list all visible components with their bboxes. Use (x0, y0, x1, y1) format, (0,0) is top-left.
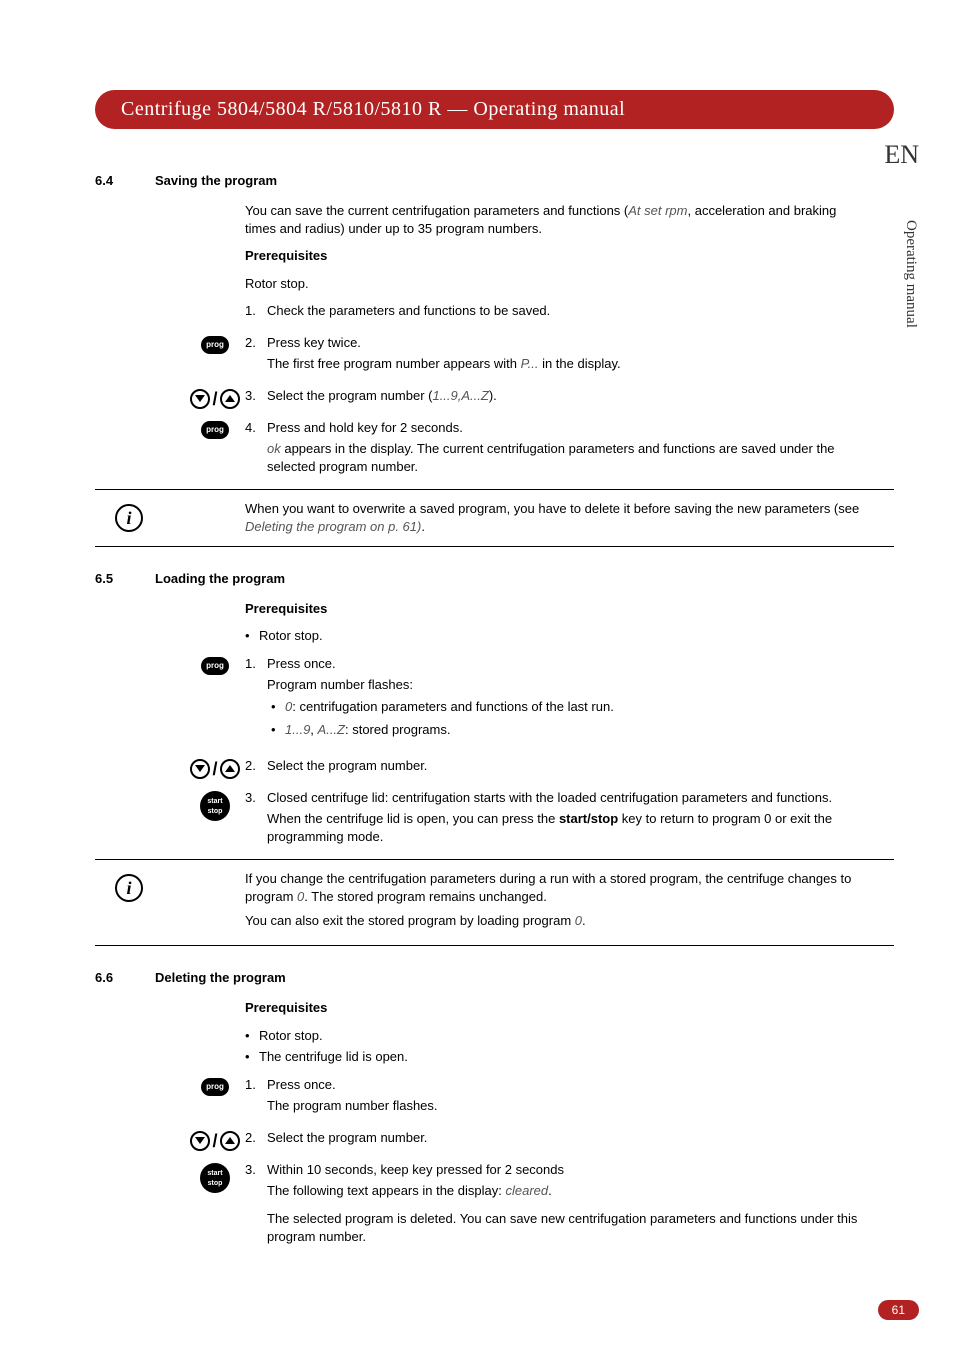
prerequisites-list: Rotor stop. (245, 627, 864, 645)
step-icon-empty (185, 302, 245, 304)
info-text: When you want to overwrite a saved progr… (245, 500, 894, 535)
arrow-down-icon (190, 759, 210, 779)
step-text: Select the program number. (267, 757, 864, 775)
page-number: 61 (878, 1300, 919, 1320)
step-outro: The selected program is deleted. You can… (267, 1210, 864, 1245)
info-icon: i (115, 504, 143, 532)
prog-key-icon: prog (201, 421, 229, 439)
step-text: Select the program number. (267, 1129, 864, 1147)
arrow-up-icon (220, 389, 240, 409)
language-code: EN (884, 140, 919, 170)
info-note: i If you change the centrifugation param… (95, 859, 894, 946)
section-heading: 6.4 Saving the program (95, 173, 894, 188)
step-text: Press and hold key for 2 seconds. (267, 419, 864, 437)
step-number: 3. (245, 1161, 267, 1179)
prerequisites-label: Prerequisites (245, 247, 864, 265)
step-text: Within 10 seconds, keep key pressed for … (267, 1161, 864, 1179)
step-number: 2. (245, 334, 267, 352)
step-row: / 2.Select the program number. (185, 1129, 864, 1151)
step-text: Press key twice. (267, 334, 864, 352)
arrow-up-icon (220, 1131, 240, 1151)
arrow-keys-icon: / (190, 389, 239, 409)
info-text: If you change the centrifugation paramet… (245, 870, 894, 935)
list-item: 1...9, A...Z: stored programs. (285, 721, 864, 739)
step-row: 1.Check the parameters and functions to … (185, 302, 864, 324)
arrow-up-icon (220, 759, 240, 779)
step-number: 3. (245, 387, 267, 405)
list-item: 0: centrifugation parameters and functio… (285, 698, 864, 716)
arrow-keys-icon: / (190, 1131, 239, 1151)
arrow-keys-icon: / (190, 759, 239, 779)
step-subtext: The following text appears in the displa… (267, 1182, 864, 1200)
side-label: Operating manual (902, 220, 919, 328)
section-number: 6.4 (95, 173, 155, 188)
list-item: Rotor stop. (259, 1027, 864, 1045)
start-stop-key-icon: startstop (200, 1163, 230, 1193)
step-text: Press once. (267, 1076, 864, 1094)
step-subtext: When the centrifuge lid is open, you can… (267, 810, 864, 845)
step-row: prog 4.Press and hold key for 2 seconds.… (185, 419, 864, 480)
step-number: 1. (245, 302, 267, 320)
step-number: 1. (245, 655, 267, 673)
step-subtext: ok appears in the display. The current c… (267, 440, 864, 475)
step-text: Select the program number (1...9,A...Z). (267, 387, 864, 405)
step-subtext: Program number flashes: (267, 676, 864, 694)
section-title: Saving the program (155, 173, 277, 188)
info-icon: i (115, 874, 143, 902)
step-text: Closed centrifuge lid: centrifugation st… (267, 789, 864, 807)
prerequisites-label: Prerequisites (245, 999, 864, 1017)
step-row: startstop 3.Closed centrifuge lid: centr… (185, 789, 864, 850)
start-stop-key-icon: startstop (200, 791, 230, 821)
list-item: Rotor stop. (259, 627, 864, 645)
step-row: prog 1.Press once. Program number flashe… (185, 655, 864, 747)
prerequisite-text: Rotor stop. (245, 275, 864, 293)
step-number: 2. (245, 757, 267, 775)
arrow-down-icon (190, 1131, 210, 1151)
section-intro: You can save the current centrifugation … (245, 202, 864, 292)
prerequisites-list: Rotor stop. The centrifuge lid is open. (245, 1027, 864, 1066)
step-subtext: The first free program number appears wi… (267, 355, 864, 373)
step-row: prog 1.Press once. The program number fl… (185, 1076, 864, 1119)
section-prereq: Prerequisites Rotor stop. (245, 600, 864, 645)
step-number: 3. (245, 789, 267, 807)
section-prereq: Prerequisites Rotor stop. The centrifuge… (245, 999, 864, 1066)
step-number: 1. (245, 1076, 267, 1094)
prog-key-icon: prog (201, 336, 229, 354)
list-item: The centrifuge lid is open. (259, 1048, 864, 1066)
steps-list: 1.Check the parameters and functions to … (245, 302, 864, 479)
section-heading: 6.5 Loading the program (95, 571, 894, 586)
info-note: i When you want to overwrite a saved pro… (95, 489, 894, 546)
section-title: Loading the program (155, 571, 285, 586)
prog-key-icon: prog (201, 1078, 229, 1096)
step-row: prog 2.Press key twice. The first free p… (185, 334, 864, 377)
section-heading: 6.6 Deleting the program (95, 970, 894, 985)
manual-page: Centrifuge 5804/5804 R/5810/5810 R — Ope… (0, 0, 954, 1299)
sub-bullet-list: 0: centrifugation parameters and functio… (285, 698, 864, 739)
step-subtext: The program number flashes. (267, 1097, 864, 1115)
section-title: Deleting the program (155, 970, 286, 985)
step-row: / 3.Select the program number (1...9,A..… (185, 387, 864, 409)
step-text: Check the parameters and functions to be… (267, 302, 864, 320)
step-row: / 2.Select the program number. (185, 757, 864, 779)
step-text: Press once. (267, 655, 864, 673)
steps-list: prog 1.Press once. Program number flashe… (245, 655, 864, 850)
step-row: startstop 3.Within 10 seconds, keep key … (185, 1161, 864, 1249)
steps-list: prog 1.Press once. The program number fl… (245, 1076, 864, 1249)
step-number: 2. (245, 1129, 267, 1147)
prog-key-icon: prog (201, 657, 229, 675)
prerequisites-label: Prerequisites (245, 600, 864, 618)
step-number: 4. (245, 419, 267, 437)
intro-paragraph: You can save the current centrifugation … (245, 202, 864, 237)
section-number: 6.5 (95, 571, 155, 586)
title-bar: Centrifuge 5804/5804 R/5810/5810 R — Ope… (95, 90, 894, 129)
arrow-down-icon (190, 389, 210, 409)
section-number: 6.6 (95, 970, 155, 985)
